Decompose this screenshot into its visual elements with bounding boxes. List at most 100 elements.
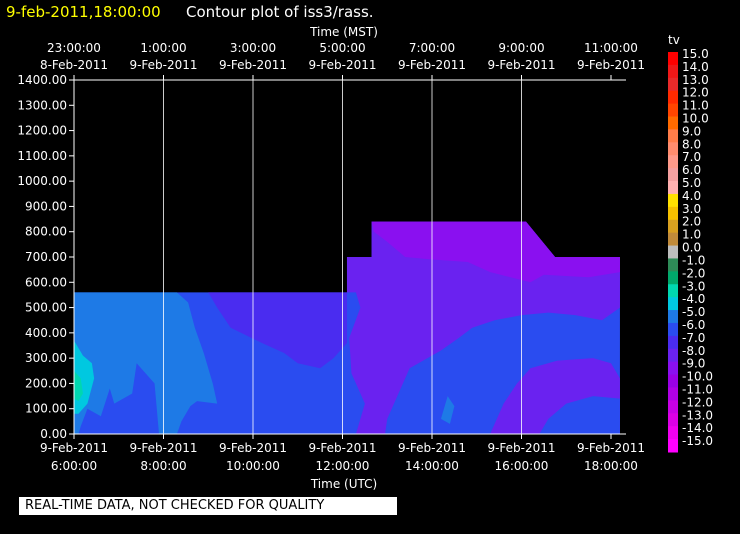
- contour-region-violet-mid-left: [208, 292, 347, 369]
- x-top-tick-label-time: 7:00:00: [409, 41, 455, 55]
- colorbar-tick-label: 10.0: [682, 112, 709, 126]
- y-tick-label: 0.00: [40, 427, 67, 441]
- colorbar-tick-label: 4.0: [682, 189, 701, 203]
- chart-title: Contour plot of iss3/rass.: [186, 3, 374, 21]
- x-bottom-tick-label-time: 12:00:00: [316, 459, 370, 473]
- axes: 0.00 100.00 200.00 300.00 400.00 500.00 600.00…: [17, 25, 645, 491]
- x-top-tick-label-time: 23:00:00: [47, 41, 101, 55]
- y-tick-label: 900.00: [25, 199, 67, 213]
- x-top-axis-title: Time (MST): [309, 25, 378, 39]
- y-tick-label: 1300.00: [17, 98, 67, 112]
- colorbar-tick-label: -3.0: [682, 279, 705, 293]
- y-tick-label: 600.00: [25, 275, 67, 289]
- colorbar-tick-label: 0.0: [682, 241, 701, 255]
- colorbar-swatch: [668, 116, 678, 130]
- colorbar-tick-label: 12.0: [682, 86, 709, 100]
- colorbar-swatch: [668, 271, 678, 285]
- colorbar-swatch: [668, 335, 678, 350]
- y-tick-label: 300.00: [25, 351, 67, 365]
- contour-region-purple-top: [371, 221, 620, 283]
- colorbar-swatch: [668, 206, 678, 221]
- colorbar-tick-label: -4.0: [682, 292, 705, 306]
- colorbar-tick-label: 2.0: [682, 215, 701, 229]
- colorbar-swatch: [668, 400, 678, 414]
- y-tick-label: 1200.00: [17, 124, 67, 138]
- colorbar-tick-label: -1.0: [682, 253, 705, 267]
- colorbar-tick-label: -13.0: [682, 408, 713, 422]
- colorbar-tick-label: 6.0: [682, 163, 701, 177]
- colorbar-label: tv: [668, 33, 680, 47]
- colorbar-swatch: [668, 245, 678, 259]
- y-tick-label: 200.00: [25, 376, 67, 390]
- colorbar-swatch: [668, 232, 678, 247]
- y-tick-label: 400.00: [25, 326, 67, 340]
- x-bottom-tick-label-date: 9-Feb-2011: [487, 441, 555, 455]
- x-top-tick-label-time: 9:00:00: [498, 41, 544, 55]
- x-bottom-tick-label-date: 9-Feb-2011: [40, 441, 108, 455]
- x-bottom-tick-label-date: 9-Feb-2011: [219, 441, 287, 455]
- x-top-tick-label-date: 9-Feb-2011: [219, 58, 287, 72]
- colorbar-swatch: [668, 52, 678, 66]
- x-top-tick-label-time: 11:00:00: [584, 41, 638, 55]
- x-top-tick-label-date: 9-Feb-2011: [398, 58, 466, 72]
- colorbar-swatch: [668, 193, 678, 208]
- colorbar-swatch: [668, 181, 678, 195]
- colorbar-swatch: [668, 439, 678, 453]
- colorbar-swatch: [668, 297, 678, 311]
- x-bottom-tick-label-date: 9-Feb-2011: [577, 441, 645, 455]
- y-tick-label: 1100.00: [17, 149, 67, 163]
- colorbar-tick-label: 3.0: [682, 202, 701, 216]
- x-top-tick-label-time: 5:00:00: [319, 41, 365, 55]
- x-top-tick-label-date: 9-Feb-2011: [129, 58, 197, 72]
- colorbar-swatch: [668, 142, 678, 156]
- contour-region-blue-lower-right: [539, 396, 620, 434]
- x-bottom-axis-title: Time (UTC): [310, 477, 377, 491]
- colorbar-swatch: [668, 258, 678, 272]
- colorbar-swatch: [668, 103, 678, 118]
- colorbar-swatch: [668, 219, 678, 234]
- colorbar-tick-label: -7.0: [682, 331, 705, 345]
- colorbar-tick-label: -15.0: [682, 434, 713, 448]
- header-datetime: 9-feb-2011,18:00:00: [6, 3, 161, 21]
- x-bottom-tick-label-date: 9-Feb-2011: [308, 441, 376, 455]
- y-tick-label: 1400.00: [17, 73, 67, 87]
- y-tick-label: 700.00: [25, 250, 67, 264]
- colorbar-tick-label: 1.0: [682, 228, 701, 242]
- x-bottom-tick-label-date: 9-Feb-2011: [398, 441, 466, 455]
- colorbar-tick-label: 13.0: [682, 73, 709, 87]
- x-bottom-tick-label-time: 8:00:00: [140, 459, 186, 473]
- x-top-tick-label-date: 9-Feb-2011: [577, 58, 645, 72]
- colorbar-swatch: [668, 361, 678, 376]
- contour-region-blue-spot-mid: [440, 396, 455, 424]
- x-top-tick-label-time: 1:00:00: [140, 41, 186, 55]
- colorbar-swatch: [668, 284, 678, 298]
- colorbar-swatch: [668, 77, 678, 92]
- grid-lines: [163, 80, 522, 434]
- x-bottom-tick-label-date: 9-Feb-2011: [129, 441, 197, 455]
- x-bottom-tick-label-time: 10:00:00: [226, 459, 280, 473]
- colorbar-tick-label: -12.0: [682, 395, 713, 409]
- colorbar-tick-label: -9.0: [682, 357, 705, 371]
- x-top-tick-label-date: 9-Feb-2011: [308, 58, 376, 72]
- y-tick-label: 500.00: [25, 301, 67, 315]
- x-bottom-tick-label-time: 16:00:00: [495, 459, 549, 473]
- colorbar-swatch: [668, 387, 678, 401]
- colorbar-tick-label: -5.0: [682, 305, 705, 319]
- colorbar-swatch: [668, 155, 678, 169]
- colorbar-tick-label: 9.0: [682, 124, 701, 138]
- colorbar-tick-label: -6.0: [682, 318, 705, 332]
- colorbar-swatch: [668, 310, 678, 324]
- colorbar-tick-label: -11.0: [682, 382, 713, 396]
- colorbar: tv15.014.013.012.011.010.09.08.07.06.05.…: [668, 33, 713, 453]
- x-top-tick-label-date: 8-Feb-2011: [40, 58, 108, 72]
- colorbar-swatch: [668, 168, 678, 182]
- y-tick-label: 100.00: [25, 402, 67, 416]
- x-bottom-tick-label-time: 18:00:00: [584, 459, 638, 473]
- colorbar-tick-label: 11.0: [682, 99, 709, 113]
- colorbar-tick-label: 14.0: [682, 60, 709, 74]
- colorbar-tick-label: 5.0: [682, 176, 701, 190]
- contour-region-teal-spot: [74, 370, 83, 402]
- contour-regions: [74, 221, 620, 434]
- colorbar-swatch: [668, 413, 678, 427]
